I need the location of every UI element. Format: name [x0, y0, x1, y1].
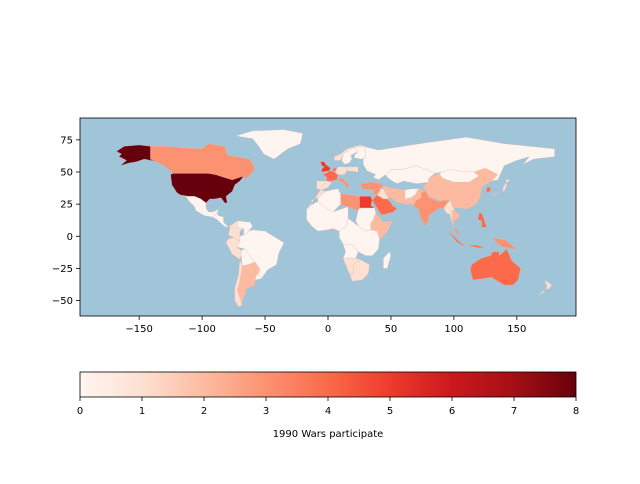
region-germany: [335, 166, 348, 175]
y-tick-label: 75: [60, 135, 73, 146]
region-france: [322, 170, 339, 182]
colorbar-tick-label: 6: [449, 406, 455, 417]
colorbar-tick-label: 2: [201, 406, 207, 417]
region-turkey: [360, 182, 384, 191]
x-tick-label: −100: [188, 324, 215, 335]
map-regions: [116, 129, 555, 308]
region-japan: [491, 179, 511, 197]
region-central-america: [211, 212, 230, 228]
region-afghanistan: [404, 188, 422, 200]
colorbar-tick-label: 0: [77, 406, 83, 417]
y-tick-label: −25: [52, 264, 73, 275]
y-tick-label: −50: [52, 296, 73, 307]
region-kazakhstan: [385, 165, 436, 184]
region-philippines: [477, 212, 487, 228]
region-south-korea: [486, 187, 491, 193]
region-netherlands: [331, 167, 338, 171]
colorbar-tick-label: 8: [573, 406, 579, 417]
y-axis: −50 −25 0 25 50 75: [52, 135, 80, 307]
colorbar-tick-label: 7: [511, 406, 517, 417]
x-axis: −150 −100 −50 0 50 100 150: [125, 316, 526, 335]
x-tick-label: 50: [385, 324, 398, 335]
region-mexico: [180, 194, 219, 218]
x-tick-label: −150: [125, 324, 152, 335]
colorbar-ticks: 0 1 2 3 4 5 6 7 8: [77, 397, 579, 417]
region-uruguay: [254, 274, 262, 281]
colorbar: [79, 371, 577, 398]
region-united-kingdom: [320, 161, 331, 173]
region-new-zealand: [538, 279, 553, 296]
region-argentina: [237, 261, 261, 305]
colorbar-tick-label: 3: [263, 406, 269, 417]
region-papua-new-guinea: [492, 237, 518, 250]
x-tick-label: −50: [255, 324, 276, 335]
region-peru: [225, 237, 242, 260]
region-greenland: [236, 129, 303, 160]
region-australia: [470, 248, 521, 286]
y-tick-label: 25: [60, 200, 73, 211]
region-sweden: [341, 147, 359, 165]
colorbar-tick-label: 4: [325, 406, 331, 417]
region-saudi-arabia: [371, 194, 398, 215]
colorbar-tick-label: 1: [139, 406, 145, 417]
x-tick-label: 0: [325, 324, 331, 335]
region-indonesia: [447, 229, 486, 249]
region-south-africa: [349, 259, 370, 282]
region-ethiopia: [370, 212, 393, 240]
region-madagascar: [383, 251, 392, 269]
region-alaska: [116, 144, 159, 166]
y-tick-label: 0: [67, 232, 73, 243]
x-tick-label: 100: [444, 324, 463, 335]
y-tick-label: 50: [60, 168, 73, 179]
region-poland: [345, 166, 359, 173]
region-syria: [373, 188, 382, 196]
colorbar-label: 1990 Wars participate: [273, 429, 384, 440]
colorbar-tick-label: 5: [387, 406, 393, 417]
region-malaysia: [453, 228, 460, 236]
region-spain: [316, 180, 333, 191]
x-tick-label: 150: [507, 324, 526, 335]
region-myanmar: [443, 200, 456, 223]
region-italy: [336, 176, 350, 188]
region-canada: [150, 143, 256, 180]
